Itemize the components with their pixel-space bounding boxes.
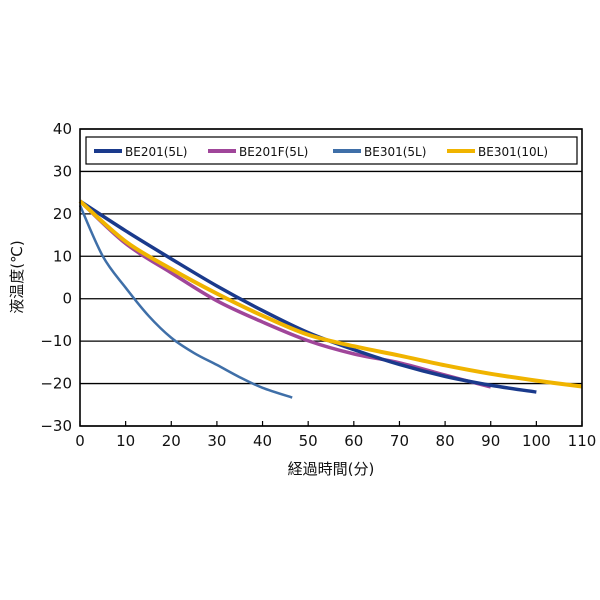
y-tick-label: 0 bbox=[62, 290, 72, 308]
series-line-BE201F(5L) bbox=[78, 199, 492, 389]
x-axis-label: 経過時間(分) bbox=[288, 460, 375, 478]
x-tick-label: 20 bbox=[162, 432, 181, 450]
legend-label: BE201F(5L) bbox=[239, 145, 308, 159]
grid-lines bbox=[80, 128, 582, 427]
legend-label: BE301(10L) bbox=[478, 145, 548, 159]
plot-frame bbox=[79, 128, 583, 427]
y-tick-label: 30 bbox=[53, 162, 72, 180]
y-tick-label: −30 bbox=[40, 417, 72, 435]
y-axis-label: 液温度(℃) bbox=[8, 240, 26, 314]
x-tick-label: 40 bbox=[253, 432, 272, 450]
x-tick-label: 90 bbox=[481, 432, 500, 450]
x-tick-label: 70 bbox=[390, 432, 409, 450]
x-tick-label: 0 bbox=[75, 432, 85, 450]
y-tick-label: 40 bbox=[53, 120, 72, 138]
y-tick-label: 20 bbox=[53, 205, 72, 223]
x-tick-label: 80 bbox=[436, 432, 455, 450]
y-tick-label: 10 bbox=[53, 247, 72, 265]
y-tick-label: −20 bbox=[40, 375, 72, 393]
x-tick-label: 60 bbox=[344, 432, 363, 450]
series-line-BE201(5L) bbox=[79, 199, 537, 394]
x-tick-label: 10 bbox=[116, 432, 135, 450]
series-line-BE301(5L) bbox=[78, 204, 293, 399]
x-tick-label: 50 bbox=[299, 432, 318, 450]
x-tick-label: 110 bbox=[568, 432, 597, 450]
y-tick-labels: −30 −20 −10 0 10 20 30 40 bbox=[40, 120, 72, 435]
legend-label: BE301(5L) bbox=[364, 145, 426, 159]
series-line-BE301(10L) bbox=[78, 199, 583, 389]
x-tick-label: 100 bbox=[522, 432, 551, 450]
x-tick-label: 30 bbox=[207, 432, 226, 450]
legend-label: BE201(5L) bbox=[125, 145, 187, 159]
series-lines bbox=[78, 199, 583, 399]
y-tick-label: −10 bbox=[40, 332, 72, 350]
x-tick-labels: 0 10 20 30 40 50 60 70 80 90 100 110 bbox=[75, 421, 596, 450]
legend: BE201(5L) BE201F(5L) BE301(5L) BE301(10L) bbox=[85, 136, 578, 165]
legend-box bbox=[85, 136, 578, 165]
